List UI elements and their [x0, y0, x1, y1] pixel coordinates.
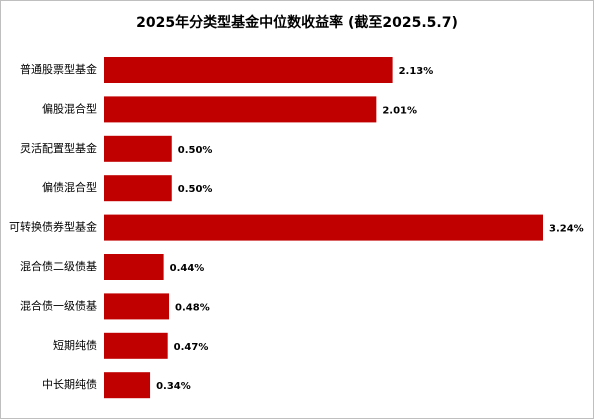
y-tick-label: 中长期纯债	[42, 377, 97, 391]
bar	[104, 135, 172, 162]
bar	[104, 332, 168, 359]
y-tick-label: 偏债混合型	[42, 180, 97, 194]
value-label: 0.48%	[175, 302, 210, 313]
value-label: 2.13%	[399, 66, 434, 77]
value-label: 0.34%	[156, 381, 191, 392]
bar	[104, 214, 543, 241]
bar	[104, 372, 151, 399]
bar	[104, 254, 164, 280]
bar	[104, 57, 393, 83]
y-tick-label: 普通股票型基金	[20, 62, 97, 76]
bar	[104, 96, 377, 123]
value-label: 2.01%	[382, 105, 417, 116]
y-tick-label: 偏股混合型	[42, 101, 97, 115]
value-label: 0.50%	[178, 184, 213, 195]
value-label: 3.24%	[549, 224, 584, 235]
value-label: 0.47%	[174, 342, 209, 353]
chart-title: 2025年分类型基金中位数收益率 (截至2025.5.7)	[136, 14, 458, 31]
bar	[104, 175, 172, 202]
y-tick-label: 混合债一级债基	[20, 298, 97, 312]
bar	[104, 293, 170, 320]
y-tick-label: 灵活配置型基金	[20, 141, 97, 155]
value-label: 0.50%	[178, 145, 213, 156]
y-tick-label: 混合债二级债基	[20, 259, 97, 273]
y-tick-label: 短期纯债	[53, 338, 97, 352]
value-label: 0.44%	[170, 263, 205, 274]
y-tick-label: 可转换债券型基金	[9, 220, 97, 234]
